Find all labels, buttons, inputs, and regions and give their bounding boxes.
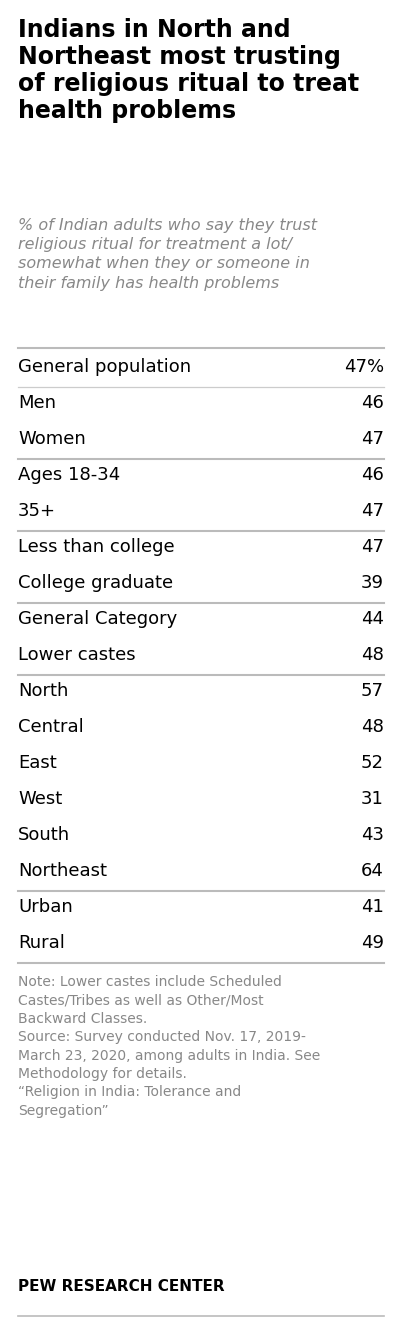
Text: South: South (18, 826, 70, 843)
Text: Women: Women (18, 430, 85, 448)
Text: 35+: 35+ (18, 502, 56, 520)
Text: 47%: 47% (343, 357, 383, 376)
Text: North: North (18, 682, 68, 700)
Text: Less than college: Less than college (18, 538, 174, 556)
Text: Lower castes: Lower castes (18, 646, 135, 665)
Text: % of Indian adults who say they trust
religious ritual for treatment a lot/
some: % of Indian adults who say they trust re… (18, 218, 316, 290)
Text: Note: Lower castes include Scheduled
Castes/Tribes as well as Other/Most
Backwar: Note: Lower castes include Scheduled Cas… (18, 974, 320, 1117)
Text: Northeast: Northeast (18, 862, 107, 880)
Text: PEW RESEARCH CENTER: PEW RESEARCH CENTER (18, 1279, 224, 1294)
Text: 47: 47 (360, 430, 383, 448)
Text: Men: Men (18, 395, 56, 412)
Text: 44: 44 (360, 610, 383, 628)
Text: 46: 46 (360, 395, 383, 412)
Text: 47: 47 (360, 538, 383, 556)
Text: General population: General population (18, 357, 190, 376)
Text: Ages 18-34: Ages 18-34 (18, 466, 120, 485)
Text: West: West (18, 790, 62, 808)
Text: Rural: Rural (18, 933, 65, 952)
Text: 41: 41 (360, 898, 383, 916)
Text: 48: 48 (360, 646, 383, 665)
Text: 39: 39 (360, 575, 383, 592)
Text: 48: 48 (360, 718, 383, 736)
Text: 43: 43 (360, 826, 383, 843)
Text: Central: Central (18, 718, 83, 736)
Text: 64: 64 (360, 862, 383, 880)
Text: 52: 52 (360, 753, 383, 772)
Text: 31: 31 (360, 790, 383, 808)
Text: Urban: Urban (18, 898, 73, 916)
Text: General Category: General Category (18, 610, 177, 628)
Text: 46: 46 (360, 466, 383, 485)
Text: Indians in North and
Northeast most trusting
of religious ritual to treat
health: Indians in North and Northeast most trus… (18, 19, 358, 123)
Text: 57: 57 (360, 682, 383, 700)
Text: East: East (18, 753, 57, 772)
Text: College graduate: College graduate (18, 575, 173, 592)
Text: 49: 49 (360, 933, 383, 952)
Text: 47: 47 (360, 502, 383, 520)
